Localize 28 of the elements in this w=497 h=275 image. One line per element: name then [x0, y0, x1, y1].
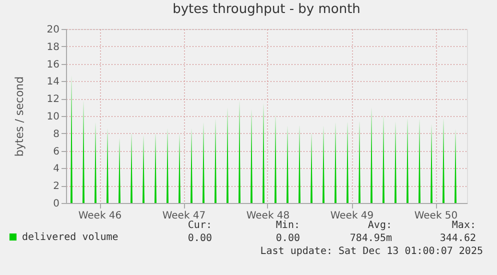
text: Last update: Sat Dec 13 01:00:07 2025: [260, 246, 483, 257]
y-tick-label: 6: [53, 146, 60, 158]
y-tick-label: 18: [46, 42, 60, 53]
y-tick-label: 20: [46, 24, 60, 36]
y-tick-label: 2: [53, 181, 60, 192]
text: 784.95m: [350, 233, 392, 244]
text: Avg:: [368, 220, 392, 231]
y-axis-title: bytes / second: [12, 76, 26, 157]
text: 0.00: [188, 233, 212, 244]
x-tick-label: Week 50: [414, 210, 458, 222]
text: Max:: [452, 220, 476, 231]
y-tick-label: 12: [46, 94, 60, 106]
text: 0.00: [276, 233, 300, 244]
y-tick-label: 8: [53, 128, 60, 140]
text: Min:: [276, 220, 300, 231]
y-tick-label: 16: [46, 59, 60, 70]
text: Cur:: [188, 220, 212, 231]
x-tick-label: Week 49: [330, 210, 374, 222]
x-tick-label: Week 48: [246, 210, 290, 222]
y-tick-label: 0: [53, 198, 60, 210]
y-tick-label: 4: [53, 164, 60, 175]
x-tick-label: Week 47: [162, 210, 206, 222]
chart-title: bytes throughput - by month: [172, 2, 360, 17]
text: 344.62: [440, 233, 476, 244]
x-tick-label: Week 46: [78, 210, 122, 222]
y-tick-label: 14: [46, 76, 60, 88]
y-tick-label: 10: [46, 112, 60, 122]
legend-label: delivered volume: [22, 232, 118, 243]
